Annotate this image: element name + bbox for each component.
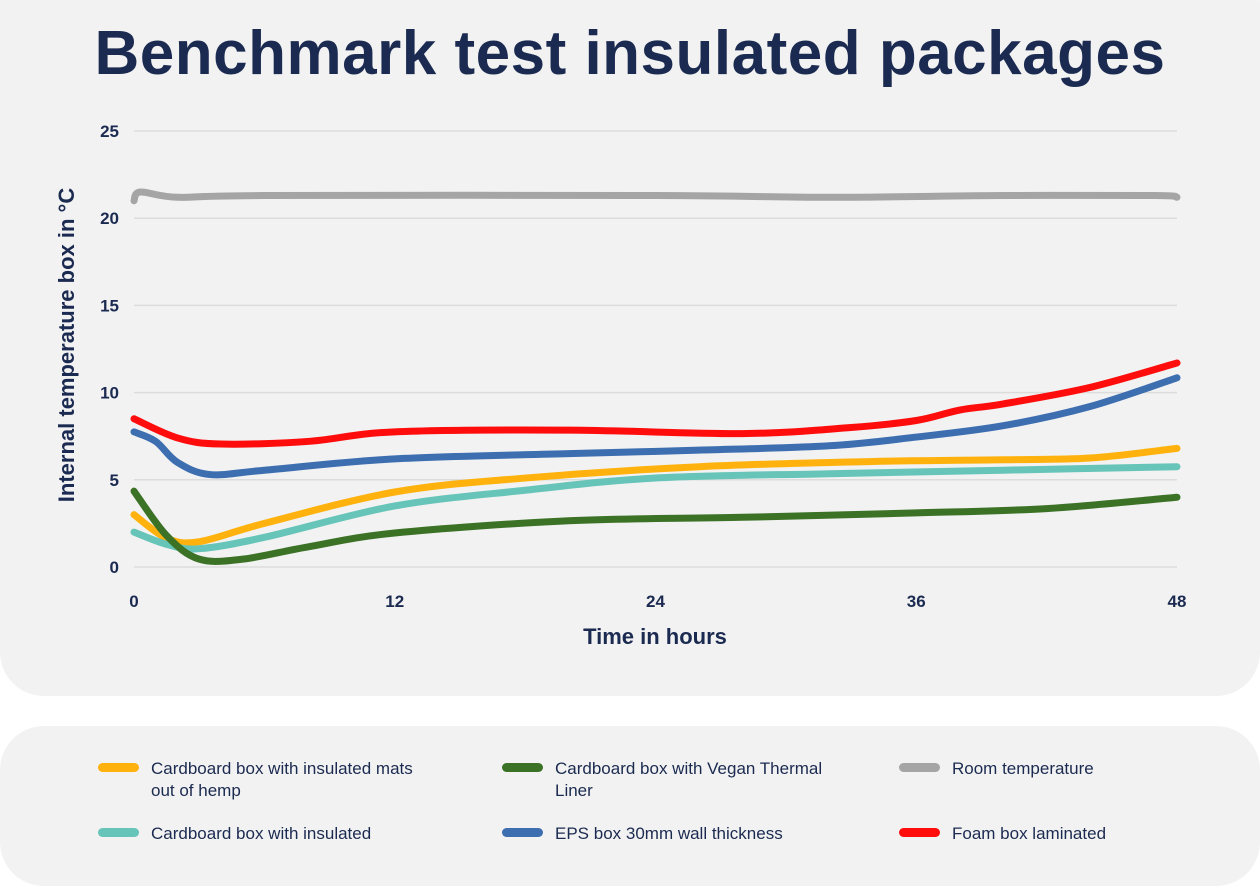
legend-label: Foam box laminated bbox=[952, 824, 1107, 843]
legend-swatch bbox=[899, 828, 940, 837]
line-chart: 0 5 10 15 20 25 0 12 24 36 48 Time in hours Inter… bbox=[54, 122, 1186, 649]
y-tick-label: 5 bbox=[110, 471, 119, 490]
legend-panel bbox=[0, 726, 1260, 886]
x-tick-label: 24 bbox=[646, 592, 665, 611]
legend-label: Cardboard box with Vegan Thermal Liner bbox=[555, 759, 823, 800]
x-tick-label: 12 bbox=[385, 592, 404, 611]
legend-label: Cardboard box with insulated bbox=[151, 824, 372, 843]
y-tick-label: 15 bbox=[100, 296, 119, 315]
series-line-cardboard-box-with-insulated-mats-teal bbox=[130, 463, 1181, 553]
y-tick-label: 25 bbox=[100, 122, 119, 141]
legend-item: Cardboard box with insulated bbox=[98, 823, 421, 845]
legend-swatch bbox=[98, 763, 139, 772]
legend-item: EPS box 30mm wall thickness bbox=[502, 823, 825, 845]
legend-item: Cardboard box with insulated mats out of… bbox=[98, 758, 421, 802]
x-axis-ticks: 0 12 24 36 48 bbox=[129, 592, 1186, 611]
series-lines bbox=[130, 188, 1181, 565]
chart-title: Benchmark test insulated packages bbox=[94, 19, 1166, 88]
legend-label: Cardboard box with insulated mats out of… bbox=[151, 759, 413, 800]
gridlines bbox=[134, 130, 1177, 568]
legend-item: Cardboard box with Vegan Thermal Liner bbox=[502, 758, 825, 802]
legend-swatch bbox=[899, 763, 940, 772]
series-line-room-temperature bbox=[130, 188, 1181, 205]
y-tick-label: 20 bbox=[100, 209, 119, 228]
y-tick-label: 0 bbox=[110, 558, 119, 577]
legend-label: EPS box 30mm wall thickness bbox=[555, 824, 783, 843]
chart-panel bbox=[0, 0, 1260, 696]
y-axis-ticks: 0 5 10 15 20 25 bbox=[100, 122, 119, 577]
legend-label: Room temperature bbox=[952, 759, 1094, 778]
legend-swatch bbox=[502, 763, 543, 772]
series-line-cardboard-box-with-vegan-thermal-liner bbox=[130, 487, 1181, 565]
x-tick-label: 48 bbox=[1168, 592, 1187, 611]
y-tick-label: 10 bbox=[100, 384, 119, 403]
x-tick-label: 36 bbox=[907, 592, 926, 611]
legend-item: Foam box laminated bbox=[899, 823, 1222, 845]
x-axis-title: Time in hours bbox=[583, 624, 727, 649]
legend-swatch bbox=[502, 828, 543, 837]
legend-swatch bbox=[98, 828, 139, 837]
x-tick-label: 0 bbox=[129, 592, 138, 611]
series-line-eps-box-30mm-wall-thickness bbox=[130, 374, 1181, 479]
legend-item: Room temperature bbox=[899, 758, 1222, 780]
y-axis-title: Internal temperature box in °C bbox=[54, 188, 79, 503]
series-line-foam-box-laminated bbox=[130, 359, 1181, 448]
series-line-cardboard-box-with-insulated-mats-out-of-hemp bbox=[130, 444, 1181, 547]
